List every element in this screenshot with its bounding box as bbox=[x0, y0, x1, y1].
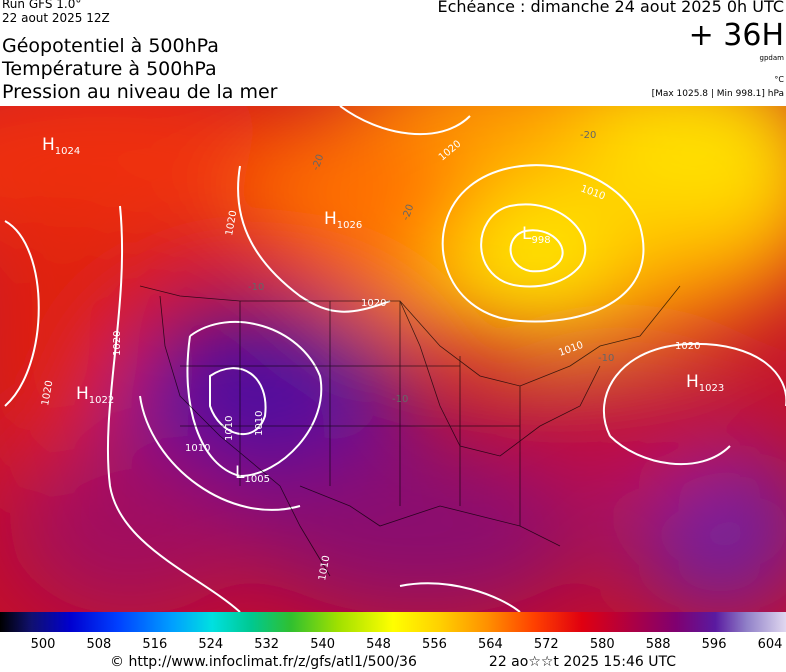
colorbar-label: 572 bbox=[534, 637, 559, 652]
center-letter: H bbox=[76, 384, 89, 404]
generated: 22 ao☆☆t 2025 15:46 UTC bbox=[488, 654, 676, 670]
isotherm-label: -20 bbox=[580, 130, 596, 141]
center-letter: L bbox=[522, 224, 532, 244]
isotherm-label: -20 bbox=[310, 153, 326, 172]
isobar-label: 1010 bbox=[185, 443, 210, 454]
unit-temp: °C bbox=[774, 75, 784, 84]
colorbar-label: 580 bbox=[590, 637, 615, 652]
colorbar-label: 508 bbox=[87, 637, 112, 652]
center-letter: L1005 bbox=[235, 463, 270, 485]
isobar-label: 1020 bbox=[224, 210, 239, 237]
isotherm-label: -10 bbox=[248, 282, 264, 293]
isotherm-label: -20 bbox=[400, 203, 416, 222]
colorbar-label: 524 bbox=[198, 637, 223, 652]
title-2: Température à 500hPa bbox=[2, 58, 217, 80]
center-letter: H bbox=[324, 209, 337, 229]
center-letter: H1026 bbox=[324, 209, 362, 231]
center-letter: H1022 bbox=[76, 384, 114, 406]
title-3: Pression au niveau de la mer bbox=[2, 81, 278, 103]
isobar-label: 1010 bbox=[317, 555, 332, 582]
lead-time: + 36H bbox=[688, 18, 784, 53]
colorbar-label: 556 bbox=[422, 637, 447, 652]
colorbar-label: 548 bbox=[366, 637, 391, 652]
center-letter: H1024 bbox=[42, 135, 80, 157]
run-date: 22 aout 2025 12Z bbox=[2, 11, 110, 25]
unit-geo: gpdam bbox=[759, 54, 784, 62]
title-1: Géopotentiel à 500hPa bbox=[2, 35, 219, 57]
source: © http://www.infoclimat.fr/z/gfs/atl1/50… bbox=[110, 654, 417, 670]
colorbar-label: 532 bbox=[254, 637, 279, 652]
isobars bbox=[4, 106, 786, 612]
center-value: 1026 bbox=[337, 220, 362, 231]
colorbar-label: 500 bbox=[31, 637, 56, 652]
pressure-range: [Max 1025.8 | Min 998.1] hPa bbox=[651, 89, 784, 99]
center-value: 1023 bbox=[699, 383, 724, 394]
pressure-centers: H1024 H1026 L998 H1022 H1023 L1005 bbox=[42, 135, 724, 485]
isotherm-label: -10 bbox=[598, 353, 614, 364]
colorbar-label: 588 bbox=[646, 637, 671, 652]
center-value: 1024 bbox=[55, 146, 80, 157]
colorbar-label: 564 bbox=[478, 637, 503, 652]
isobar-label: 1020 bbox=[361, 298, 386, 309]
colorbar-label: 596 bbox=[702, 637, 727, 652]
coastlines bbox=[139, 285, 681, 577]
center-letter: H bbox=[686, 372, 699, 392]
field bbox=[0, 106, 786, 612]
center-value: 1005 bbox=[244, 474, 269, 485]
center-letter: L998 bbox=[522, 224, 551, 246]
isotherm-labels: -20 -20 -20 -10 -10 -10 bbox=[248, 130, 614, 405]
center-letter: L bbox=[235, 463, 245, 483]
isobar-label: 1020 bbox=[675, 341, 700, 352]
forecast: Echéance : dimanche 24 aout 2025 0h UTC bbox=[437, 0, 784, 16]
center-value: 998 bbox=[531, 235, 550, 246]
center-value: 1022 bbox=[89, 395, 114, 406]
isobar-label: 1010 bbox=[254, 411, 265, 436]
center-letter: H bbox=[42, 135, 55, 155]
center-letter: H1023 bbox=[686, 372, 724, 394]
colorbar-label: 604 bbox=[758, 637, 783, 652]
isobar-label: 1020 bbox=[112, 331, 123, 356]
map: 1020 1020 1020 1010 1020 1020 1010 1010 … bbox=[0, 106, 786, 612]
colorbar-label: 516 bbox=[142, 637, 167, 652]
isobar-label: 1010 bbox=[224, 416, 235, 441]
colorbar-labels: 500 508 516 524 532 540 548 556 564 572 580 588 596 6… bbox=[31, 637, 783, 652]
isobar-label: 1020 bbox=[40, 380, 55, 407]
colorbar bbox=[0, 612, 786, 632]
run-label: Run GFS 1.0° bbox=[2, 0, 82, 11]
isotherm-label: -10 bbox=[392, 394, 408, 405]
colorbar-label: 540 bbox=[310, 637, 335, 652]
